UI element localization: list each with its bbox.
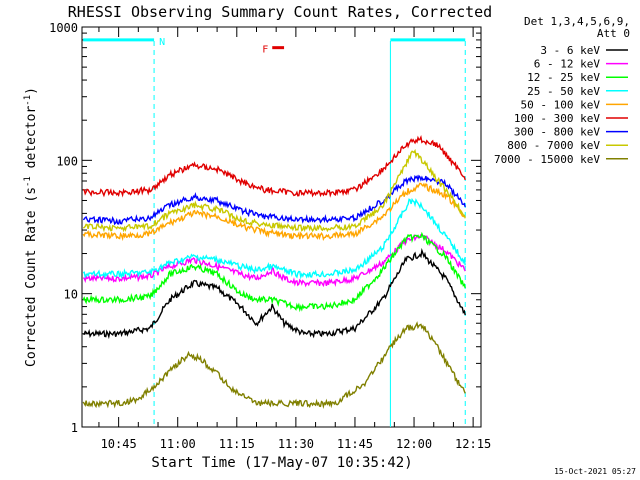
x-tick-label: 11:30 — [278, 437, 314, 451]
series-line — [82, 247, 466, 340]
legend-label: 6 - 12 keV — [534, 58, 601, 71]
x-tick-label: 11:15 — [219, 437, 255, 451]
x-tick-label: 12:15 — [455, 437, 491, 451]
y-axis-label-end: ) — [24, 87, 39, 95]
series-line — [82, 321, 466, 410]
x-axis: 10:45 11:00 11:15 11:30 11:45 12:00 12:15 — [98, 27, 491, 451]
x-tick-label: 10:45 — [101, 437, 137, 451]
plot-area: NF — [82, 37, 466, 427]
x-tick-label: 11:45 — [337, 437, 373, 451]
series-line — [82, 231, 466, 313]
series-line — [83, 233, 466, 288]
y-tick-label: 1000 — [49, 21, 78, 35]
series-line — [82, 182, 466, 242]
y-tick-label: 1 — [71, 421, 78, 435]
flag-label: N — [159, 37, 165, 48]
y-tick-label: 100 — [56, 154, 78, 168]
y-axis-label-sup2: -1 — [23, 95, 33, 106]
chart-title: RHESSI Observing Summary Count Rates, Co… — [68, 3, 492, 21]
series-line — [82, 134, 466, 198]
series-line — [82, 197, 466, 280]
legend-label: 300 - 800 keV — [514, 126, 600, 139]
series-line — [83, 148, 466, 233]
legend-label: 3 - 6 keV — [540, 44, 600, 57]
y-axis-label-sup1: -1 — [23, 176, 33, 187]
y-axis-label: Corrected Count Rate (s-1 detector-1) — [23, 87, 39, 367]
generated-timestamp: 15-Oct-2021 05:27 — [554, 467, 636, 476]
y-tick-label: 10 — [64, 288, 78, 302]
legend-header-line1: Det 1,3,4,5,6,9, — [524, 15, 630, 28]
y-axis-label-mid: detector — [24, 106, 39, 177]
series-line — [82, 174, 466, 226]
legend-label: 100 - 300 keV — [514, 112, 600, 125]
legend-label: 800 - 7000 keV — [507, 139, 600, 152]
x-tick-label: 11:00 — [160, 437, 196, 451]
legend-label: 12 - 25 keV — [527, 71, 600, 84]
x-tick-label: 12:00 — [396, 437, 432, 451]
legend-header-line2: Att 0 — [597, 27, 630, 40]
y-axis: 1 10 100 1000 — [49, 21, 481, 435]
legend-label: 7000 - 15000 keV — [494, 153, 600, 166]
y-axis-label-main: Corrected Count Rate (s — [24, 187, 39, 367]
legend-label: 50 - 100 keV — [521, 98, 601, 111]
plot-frame — [81, 26, 482, 428]
legend-label: 25 - 50 keV — [527, 85, 600, 98]
flag-label: F — [262, 45, 268, 56]
x-axis-label: Start Time (17-May-07 10:35:42) — [151, 455, 412, 471]
